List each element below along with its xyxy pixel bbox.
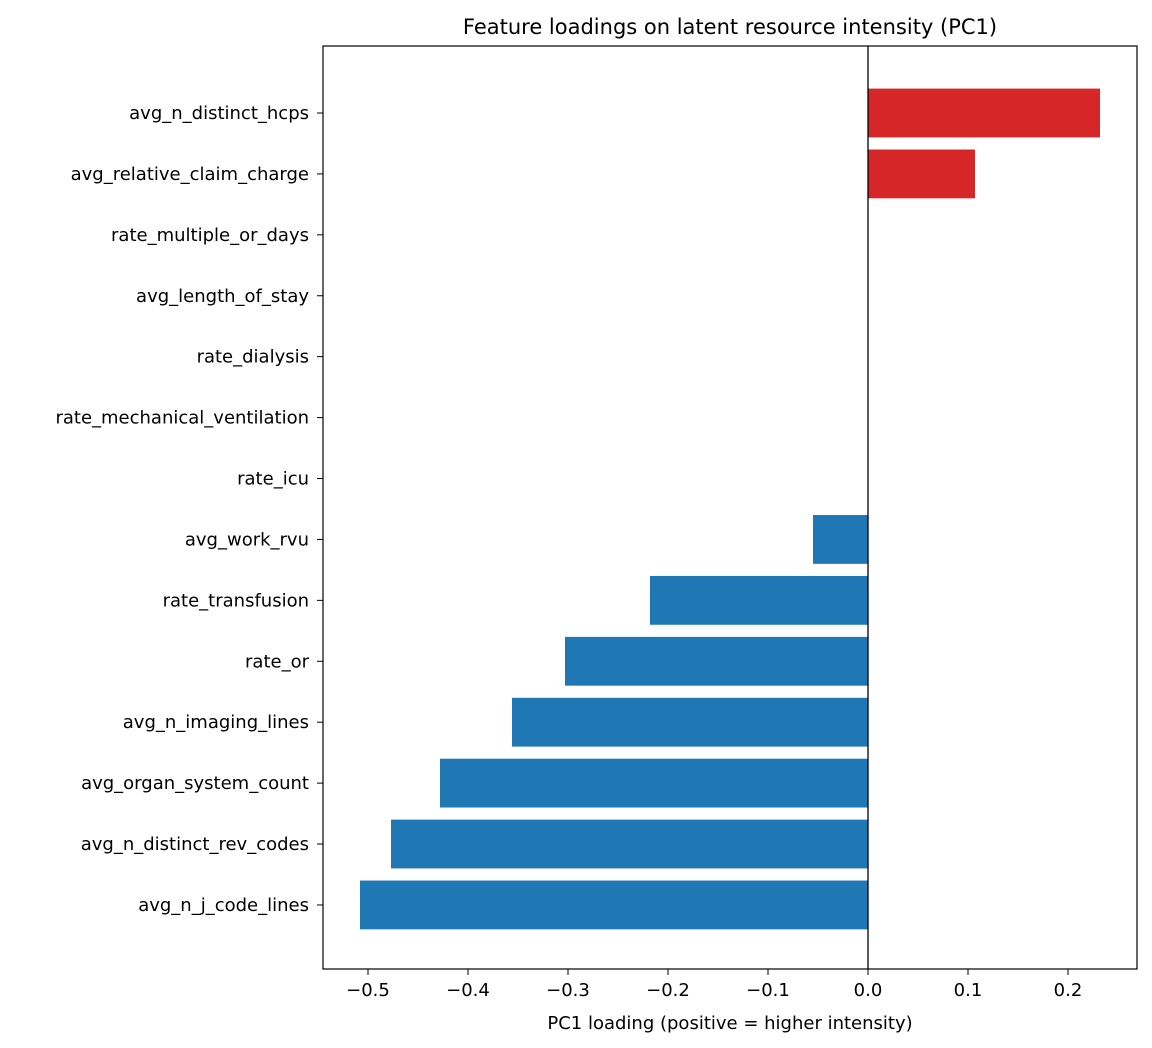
bar-avg_n_imaging_lines	[512, 697, 868, 747]
y-tick-label: rate_mechanical_ventilation	[55, 408, 309, 429]
x-tick-label: 0.2	[1054, 980, 1083, 1001]
y-tick-label: avg_work_rvu	[185, 529, 309, 550]
x-tick-label: 0.1	[954, 980, 983, 1001]
y-tick-label: avg_relative_claim_charge	[71, 164, 309, 185]
y-tick-label: avg_n_j_code_lines	[138, 895, 309, 916]
bar-avg_relative_claim_charge	[868, 149, 975, 199]
bar-rate_transfusion	[650, 575, 868, 625]
bar-rate_or	[565, 636, 868, 686]
y-tick-label: avg_length_of_stay	[136, 286, 309, 307]
x-tick-label: −0.2	[646, 980, 690, 1001]
bar-avg_n_distinct_hcps	[868, 88, 1100, 138]
bar-avg_n_distinct_rev_codes	[391, 819, 868, 869]
y-tick-label: rate_transfusion	[163, 590, 309, 611]
y-tick-label: rate_dialysis	[197, 347, 309, 368]
y-tick-label: rate_or	[245, 651, 310, 672]
y-tick-label: avg_n_distinct_rev_codes	[81, 834, 309, 855]
x-tick-label: −0.1	[746, 980, 790, 1001]
plot-frame	[322, 45, 1138, 970]
y-tick-label: avg_n_imaging_lines	[123, 712, 309, 733]
x-axis-label: PC1 loading (positive = higher intensity…	[547, 1013, 912, 1034]
x-tick-label: −0.3	[546, 980, 590, 1001]
x-tick-label: −0.4	[446, 980, 490, 1001]
bar-avg_n_j_code_lines	[360, 880, 868, 930]
x-tick-label: −0.5	[346, 980, 390, 1001]
y-tick-label: rate_icu	[237, 469, 309, 490]
y-tick-label: rate_multiple_or_days	[111, 225, 309, 246]
y-tick-label: avg_n_distinct_hcps	[129, 103, 309, 124]
bar-avg_work_rvu	[813, 515, 868, 564]
y-tick-label: avg_organ_system_count	[81, 773, 309, 794]
x-tick-label: 0.0	[854, 980, 883, 1001]
chart-title: Feature loadings on latent resource inte…	[463, 15, 997, 39]
bar-avg_organ_system_count	[440, 758, 868, 808]
